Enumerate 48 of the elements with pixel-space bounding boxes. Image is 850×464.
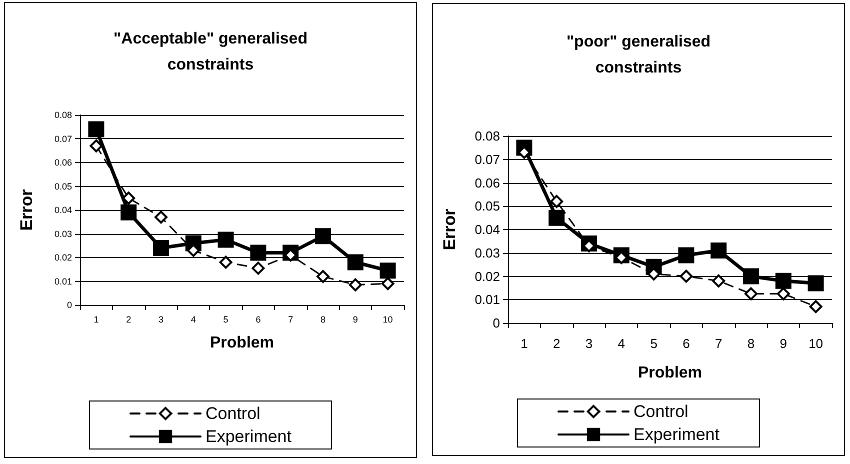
y-tick-label: 0.01: [54, 276, 72, 286]
x-tick-label: 9: [780, 336, 788, 351]
x-tick-label: 1: [94, 314, 99, 324]
y-axis-title: Error: [17, 188, 36, 231]
y-tick-label: 0.01: [474, 292, 500, 308]
legend-label: Experiment: [634, 425, 720, 444]
x-tick-label: 9: [352, 314, 358, 324]
x-tick-label: 8: [320, 314, 326, 324]
x-tick-label: 5: [650, 336, 658, 351]
y-tick-label: 0: [492, 316, 500, 330]
chart-title: "Acceptable" generalised constraints: [114, 30, 308, 74]
x-tick-label: 1: [520, 336, 528, 351]
legend-label: Experiment: [206, 427, 292, 446]
x-tick-label: 5: [223, 314, 228, 324]
y-tick-label: 0.05: [54, 181, 72, 192]
x-tick-label: 7: [288, 314, 294, 324]
y-tick-label: 0: [66, 300, 72, 310]
y-tick-label: 0.02: [474, 268, 500, 284]
y-tick-label: 0.03: [54, 228, 72, 239]
x-tick-label: 8: [747, 336, 755, 351]
x-tick-label: 2: [126, 314, 132, 324]
x-axis-title: Problem: [638, 364, 702, 382]
y-tick-label: 0.03: [474, 245, 500, 260]
x-tick-label: 10: [382, 314, 393, 324]
y-tick-label: 0.04: [54, 205, 72, 215]
y-tick-label: 0.07: [54, 134, 72, 144]
x-tick-label: 7: [714, 336, 722, 351]
x-tick-label: 4: [190, 314, 196, 324]
y-tick-label: 0.07: [474, 152, 500, 167]
y-tick-label: 0.06: [54, 158, 72, 168]
chart-title: "poor" generalised constraints: [566, 34, 711, 76]
x-axis-title: Problem: [210, 334, 274, 352]
y-tick-label: 0.02: [54, 252, 72, 262]
x-tick-label: 2: [552, 336, 560, 351]
y-tick-label: 0.08: [474, 128, 500, 144]
y-tick-label: 0.04: [474, 222, 500, 237]
x-tick-label: 4: [618, 336, 626, 351]
y-tick-label: 0.05: [474, 198, 500, 214]
x-tick-label: 10: [808, 336, 824, 351]
x-tick-label: 3: [158, 314, 164, 324]
x-tick-label: 6: [256, 314, 261, 324]
x-tick-label: 6: [682, 336, 690, 351]
x-tick-label: 3: [585, 336, 593, 351]
legend-label: Control: [634, 402, 688, 421]
y-axis-title: Error: [440, 208, 459, 250]
y-tick-label: 0.06: [474, 175, 500, 190]
legend-label: Control: [206, 404, 260, 423]
y-tick-label: 0.08: [54, 110, 72, 120]
